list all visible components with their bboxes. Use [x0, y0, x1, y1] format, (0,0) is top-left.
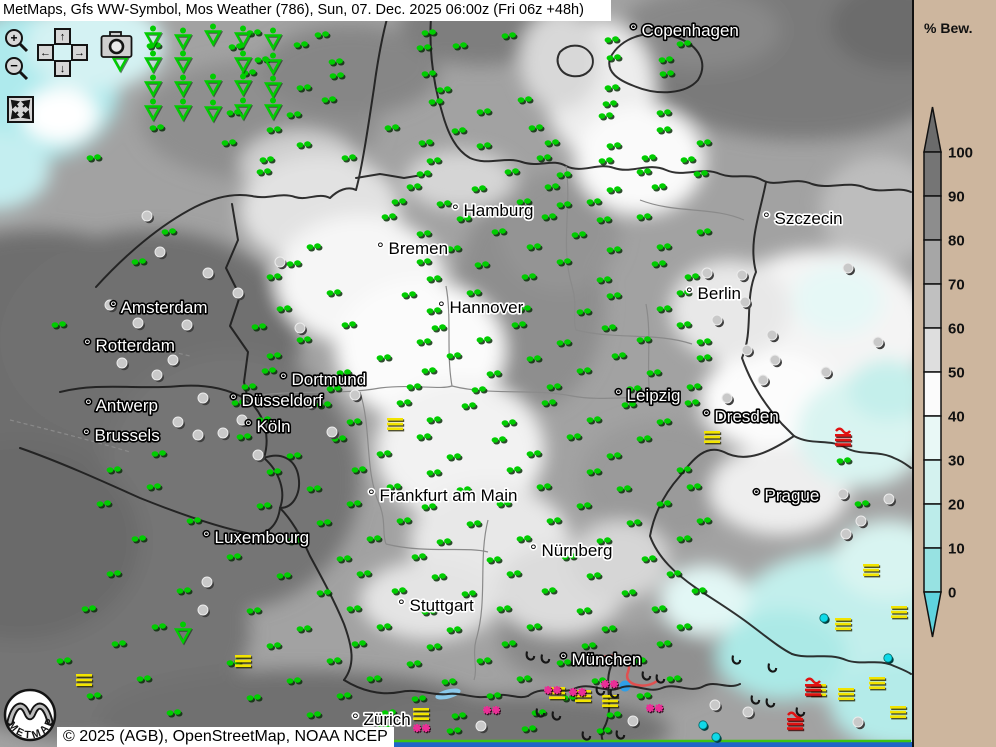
attribution[interactable]: © 2025 (AGB), OpenStreetMap, NOAA NCEP	[57, 727, 394, 747]
legend-tick-label: 0	[948, 585, 956, 602]
fog-symbol	[890, 706, 908, 720]
pan-down-arrow-icon: ↓	[59, 62, 66, 75]
city-label-n-rnberg: ° Nürnberg	[530, 541, 612, 560]
weather-map[interactable]: ° Copenhagen ° Szczecin ° Hamburg° Bremen °…	[0, 0, 912, 747]
cloud-shading-blobs	[0, 0, 912, 747]
legend-tick-label: 50	[948, 365, 965, 382]
city-label-amsterdam: ° Amsterdam	[110, 298, 208, 317]
legend-tick-label: 30	[948, 453, 965, 470]
city-label-antwerp: ° Antwerp	[85, 396, 158, 415]
snapshot-button[interactable]	[100, 31, 134, 59]
legend-tick-label: 80	[948, 233, 965, 250]
fog-symbol	[891, 606, 909, 620]
city-label-k-ln: ° Köln	[245, 417, 291, 436]
fog-symbol	[235, 655, 253, 669]
state-borders	[9, 165, 745, 681]
pan-left-arrow-icon: ←	[40, 46, 51, 59]
city-label-hannover: ° Hannover	[438, 298, 524, 317]
legend-segment	[923, 327, 942, 373]
city-label-brussels: ° Brussels	[83, 426, 160, 445]
city-label-rotterdam: ° Rotterdam	[84, 336, 175, 355]
legend-tick-label: 60	[948, 321, 965, 338]
fog-symbol	[835, 618, 853, 632]
legend-arrow-top	[923, 106, 942, 153]
legend-title: % Bew.	[924, 20, 973, 36]
city-label-dortmund: ° Dortmund	[280, 370, 366, 389]
city-label-hamburg: ° Hamburg	[452, 201, 533, 220]
city-label-z-rich: ° Zürich	[352, 710, 411, 729]
metmaps-logo: METMAPS	[0, 688, 57, 741]
legend-segment	[923, 195, 942, 241]
fog-symbol	[413, 708, 431, 722]
legend-segment	[923, 151, 942, 197]
fog-symbol	[838, 688, 856, 702]
legend-tick-label: 40	[948, 409, 965, 426]
pan-up-button[interactable]: ↑	[54, 28, 71, 45]
city-label-leipzig: ° Leipzig	[615, 386, 680, 405]
city-label-luxembourg: ° Luxembourg	[203, 528, 309, 547]
pan-left-button[interactable]: ←	[37, 44, 54, 61]
legend-segment	[923, 415, 942, 461]
city-label-prague: ° Prague	[753, 486, 819, 505]
map-title: MetMaps, Gfs WW-Symbol, Mos Weather (786…	[0, 0, 611, 21]
city-label-dresden: ° Dresden	[703, 407, 779, 426]
fog-symbol	[863, 564, 881, 578]
legend-tick-label: 20	[948, 497, 965, 514]
road-line	[591, 654, 659, 687]
legend-tick-label: 10	[948, 541, 965, 558]
camera-icon	[100, 31, 133, 58]
city-label-frankfurt-am-main: ° Frankfurt am Main	[368, 486, 517, 505]
pan-right-arrow-icon: →	[74, 46, 85, 59]
bottom-sea-strip	[365, 742, 912, 747]
legend-segment	[923, 459, 942, 505]
fullscreen-button[interactable]	[7, 96, 34, 123]
fullscreen-icon	[10, 99, 31, 120]
fog-symbol	[869, 677, 887, 691]
legend-tick-label: 70	[948, 277, 965, 294]
legend-panel: % Bew. 100 90 80 70 60 50 40 30 20 10 0	[912, 0, 996, 747]
legend-segment	[923, 239, 942, 285]
city-labels-layer: ° Copenhagen ° Szczecin ° Hamburg° Bremen °…	[81, 19, 844, 730]
pan-up-arrow-icon: ↑	[59, 30, 66, 43]
legend-segment	[923, 371, 942, 417]
country-borders	[19, 7, 912, 747]
city-label-d-sseldorf: ° Düsseldorf	[230, 391, 323, 410]
legend-tick-label: 100	[948, 145, 973, 162]
fog-symbol	[76, 674, 94, 688]
fog-symbol	[704, 431, 722, 445]
city-label-bremen: ° Bremen	[377, 239, 448, 258]
zoom-out-glyph: −	[10, 58, 18, 73]
city-label-stuttgart: ° Stuttgart	[398, 596, 474, 615]
pan-right-button[interactable]: →	[71, 44, 88, 61]
fog-symbol	[387, 418, 405, 432]
zoom-in-glyph: +	[10, 31, 17, 45]
pan-down-button[interactable]: ↓	[54, 60, 71, 77]
magnifier-plus-icon: +	[5, 29, 29, 53]
magnifier-minus-icon: −	[5, 57, 29, 81]
legend-segment	[923, 503, 942, 549]
legend-segment	[923, 283, 942, 329]
city-label-szczecin: ° Szczecin	[763, 209, 843, 228]
zoom-out-button[interactable]: −	[4, 56, 30, 82]
legend-segment	[923, 547, 942, 593]
zoom-in-button[interactable]: +	[4, 28, 30, 54]
legend-tick-label: 90	[948, 189, 965, 206]
city-label-m-nchen: ° München	[560, 650, 641, 669]
legend-arrow-bottom	[923, 591, 942, 638]
city-label-copenhagen: ° Copenhagen	[630, 21, 739, 40]
city-label-berlin: ° Berlin	[686, 284, 741, 303]
